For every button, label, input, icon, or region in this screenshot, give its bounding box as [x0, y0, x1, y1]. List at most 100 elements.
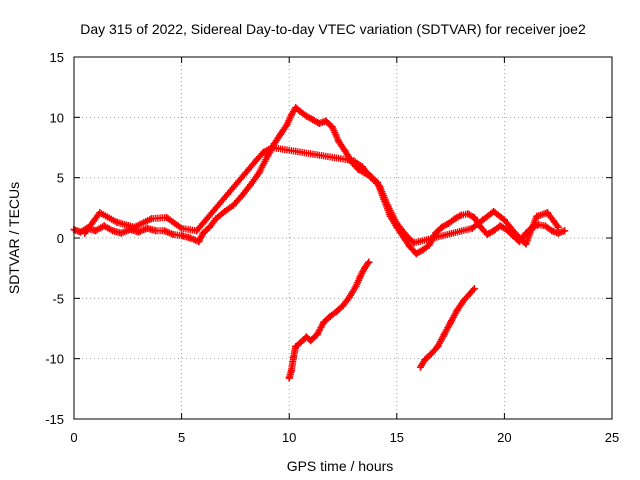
data-point [285, 374, 293, 382]
data-point [147, 215, 155, 223]
data-point [483, 230, 491, 238]
data-point [81, 229, 89, 237]
y-tick-label: 15 [50, 50, 64, 65]
data-point [522, 240, 530, 248]
data-point [100, 222, 108, 230]
data-point [533, 212, 541, 220]
data-point [421, 356, 429, 364]
chart-title: Day 315 of 2022, Sidereal Day-to-day VTE… [80, 21, 586, 37]
data-point [130, 223, 138, 231]
data-point [410, 239, 418, 247]
tick-layer: 0 5 10 15 20 25 -15 -10 -5 0 5 10 15 [45, 50, 619, 445]
x-tick-label: 5 [178, 430, 185, 445]
data-point [554, 223, 562, 231]
data-point [238, 192, 246, 200]
data-point [365, 258, 373, 266]
data-point [561, 227, 569, 235]
data-point [345, 293, 353, 301]
x-axis-label: GPS time / hours [287, 458, 394, 474]
data-point [438, 223, 446, 231]
y-axis-label: SDTVAR / TECUs [6, 182, 22, 294]
data-point [113, 218, 121, 226]
data-point [352, 282, 360, 290]
data-point [199, 229, 207, 237]
data-point [479, 216, 487, 224]
data-point [511, 229, 519, 237]
data-point [468, 224, 476, 232]
data-point [328, 123, 336, 131]
data-point [341, 147, 349, 155]
data-point [221, 207, 229, 215]
data-point [160, 227, 168, 235]
data-point [92, 227, 100, 235]
data-point [356, 273, 364, 281]
data-point [268, 144, 276, 151]
data-point [290, 353, 298, 361]
data-point [315, 119, 323, 127]
data-point [444, 220, 452, 228]
y-tick-label: -5 [52, 291, 64, 306]
data-point [326, 312, 334, 320]
data-point [307, 337, 315, 345]
y-tick-label: 5 [57, 171, 64, 186]
data-point [277, 130, 285, 138]
data-point [548, 227, 556, 235]
data-point [163, 213, 171, 221]
data-point [302, 112, 310, 120]
data-point [320, 318, 328, 326]
data-point [541, 222, 549, 230]
data-point [195, 238, 203, 246]
data-point [447, 318, 455, 326]
plot-frame [73, 56, 613, 420]
data-point [246, 181, 254, 189]
series-track-segment-2 [285, 258, 373, 382]
data-point [466, 290, 474, 298]
x-tick-label: 10 [282, 430, 296, 445]
data-point [117, 229, 125, 237]
data-point [457, 211, 465, 219]
data-point [361, 264, 369, 272]
data-point [354, 165, 362, 173]
series-track-segment-3 [416, 285, 478, 371]
data-point [264, 152, 272, 160]
data-point [490, 227, 498, 235]
data-point [259, 148, 267, 156]
data-point [212, 215, 220, 223]
data-point [313, 331, 321, 339]
data-point [543, 209, 551, 217]
data-point [283, 121, 291, 129]
data-point [432, 229, 440, 237]
data-point [143, 224, 151, 232]
data-point [425, 241, 433, 249]
data-point [333, 308, 341, 316]
data-point [255, 169, 263, 177]
data-point [186, 234, 194, 242]
y-tick-label: 10 [50, 110, 64, 125]
data-point [406, 242, 414, 250]
data-point [152, 227, 160, 235]
y-tick-label: -10 [45, 352, 64, 367]
data-point [358, 163, 366, 171]
data-point [554, 229, 562, 237]
data-point [419, 246, 427, 254]
data-point [460, 297, 468, 305]
data-point [135, 228, 143, 236]
data-point [464, 210, 472, 218]
data-point [339, 302, 347, 310]
data-point [440, 331, 448, 339]
data-point [350, 157, 358, 165]
x-tick-label: 20 [497, 430, 511, 445]
data-point [178, 224, 186, 232]
data-point [427, 350, 435, 358]
data-point [287, 367, 295, 375]
data-point [384, 203, 392, 211]
data-point [322, 117, 330, 125]
data-point [434, 343, 442, 351]
data-point [302, 333, 310, 341]
data-point [412, 250, 420, 258]
data-point [292, 343, 300, 351]
data-point [309, 116, 317, 124]
x-tick-label: 15 [390, 430, 404, 445]
series-main-track-secondary [81, 144, 562, 248]
